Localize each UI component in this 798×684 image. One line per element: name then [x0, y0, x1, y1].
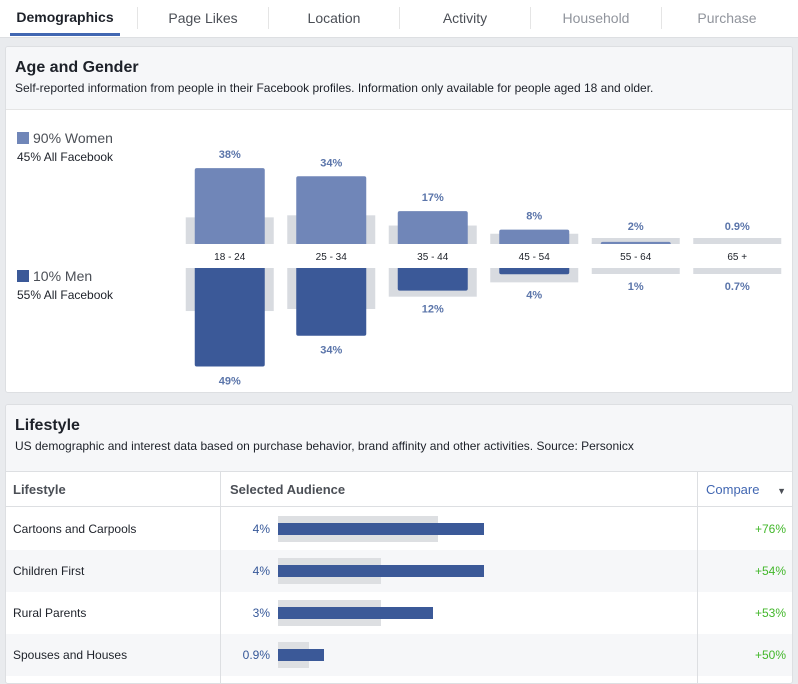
women-value-label: 2% [628, 221, 644, 233]
age-tick-label: 25 - 34 [316, 252, 348, 263]
men-value-label: 34% [320, 345, 342, 357]
women-all-facebook: 45% All Facebook [17, 150, 114, 164]
selected-bar [278, 565, 484, 577]
lifestyle-row-percent: 3% [252, 606, 270, 620]
dropdown-arrow-icon: ▼ [777, 486, 787, 496]
compare-label: Compare [706, 482, 760, 497]
age-tick-label: 55 - 64 [620, 252, 652, 263]
men-value-label: 1% [628, 281, 644, 293]
lifestyle-row: Children First 4% +54% [6, 550, 792, 592]
lifestyle-row: Rural Parents 3% +53% [6, 592, 792, 634]
men-swatch [17, 270, 29, 282]
tab-page-likes[interactable]: Page Likes [168, 10, 238, 26]
tab-divider [530, 7, 531, 29]
women-value-label: 0.9% [725, 221, 750, 233]
tab-purchase[interactable]: Purchase [697, 10, 757, 26]
lifestyle-row-name: Rural Parents [13, 606, 87, 620]
men-baseline-bar [693, 268, 782, 274]
legend-women: 90% Women 45% All Facebook [17, 130, 113, 164]
age-tick-label: 18 - 24 [214, 252, 246, 263]
women-value-label: 34% [320, 157, 342, 169]
column-divider [220, 471, 221, 683]
tab-divider [268, 7, 269, 29]
legend-men: 10% Men 55% All Facebook [17, 268, 113, 302]
lifestyle-row-compare: +53% [754, 606, 786, 620]
tab-activity[interactable]: Activity [442, 10, 488, 26]
lifestyle-row-compare: +76% [754, 522, 786, 536]
tab-household[interactable]: Household [562, 10, 630, 26]
tab-demographics[interactable]: Demographics [10, 0, 120, 36]
women-baseline-bar [591, 238, 680, 244]
men-bar [499, 266, 570, 275]
lifestyle-card: Lifestyle US demographic and interest da… [5, 404, 793, 684]
men-all-facebook: 55% All Facebook [17, 288, 114, 302]
men-bar [397, 266, 468, 291]
lifestyle-title: Lifestyle [15, 417, 80, 434]
women-value-label: 8% [526, 211, 542, 223]
lifestyle-row-compare: +54% [754, 564, 786, 578]
lifestyle-row-name: Children First [13, 564, 85, 578]
column-header-selected-audience[interactable]: Selected Audience [230, 482, 346, 497]
age-tick-label: 45 - 54 [519, 252, 551, 263]
women-label: 90% Women [33, 130, 113, 146]
selected-bar [278, 649, 325, 661]
men-value-label: 12% [422, 304, 444, 316]
column-divider [697, 471, 698, 683]
tab-divider [399, 7, 400, 29]
men-bar [296, 266, 367, 336]
women-swatch [17, 132, 29, 144]
age-gender-header: Age and Gender Self-reported information… [6, 47, 792, 110]
tab-divider [661, 7, 662, 29]
column-header-lifestyle[interactable]: Lifestyle [13, 482, 66, 497]
lifestyle-row-compare: +50% [754, 648, 786, 662]
compare-dropdown[interactable]: Compare ▼ [706, 482, 786, 497]
tab-bar: Demographics Page Likes Location Activit… [0, 0, 798, 38]
age-gender-subtitle: Self-reported information from people in… [15, 81, 654, 95]
men-bar [194, 266, 265, 367]
lifestyle-row: Cartoons and Carpools 4% +76% [6, 508, 792, 550]
age-gender-title: Age and Gender [15, 59, 139, 76]
age-gender-chart: 38% 49% 34% 34% 17% 12% 8% 4% 2% 1% 0.9% 0.7% 18 - 2… [179, 149, 788, 387]
women-bar [194, 168, 265, 246]
selected-bar [278, 607, 433, 619]
tab-divider [137, 7, 138, 29]
women-baseline-bar [693, 238, 782, 244]
lifestyle-row: Spouses and Houses 0.9% +50% [6, 634, 792, 676]
lifestyle-row-name: Spouses and Houses [13, 648, 128, 662]
lifestyle-row-percent: 4% [252, 564, 270, 578]
lifestyle-row-name: Cartoons and Carpools [13, 522, 137, 536]
tab-location[interactable]: Location [307, 10, 361, 26]
men-label: 10% Men [33, 268, 93, 284]
lifestyle-subtitle: US demographic and interest data based o… [15, 439, 634, 453]
women-bar [397, 211, 468, 246]
age-axis-band [179, 244, 788, 268]
men-value-label: 49% [219, 375, 241, 387]
age-gender-card: Age and Gender Self-reported information… [5, 46, 793, 393]
men-value-label: 0.7% [725, 281, 750, 293]
women-value-label: 38% [219, 149, 241, 161]
women-value-label: 17% [422, 192, 444, 204]
lifestyle-header: Lifestyle US demographic and interest da… [6, 405, 792, 472]
age-tick-label: 65 + [727, 252, 747, 263]
men-baseline-bar [591, 268, 680, 274]
women-bar [499, 229, 570, 246]
men-value-label: 4% [526, 289, 542, 301]
lifestyle-table-header: Lifestyle Selected Audience Compare ▼ [6, 471, 792, 507]
lifestyle-row-percent: 0.9% [242, 648, 270, 662]
selected-bar [278, 523, 484, 535]
lifestyle-row-percent: 4% [252, 522, 270, 536]
age-tick-label: 35 - 44 [417, 252, 449, 263]
women-bar [296, 176, 367, 246]
